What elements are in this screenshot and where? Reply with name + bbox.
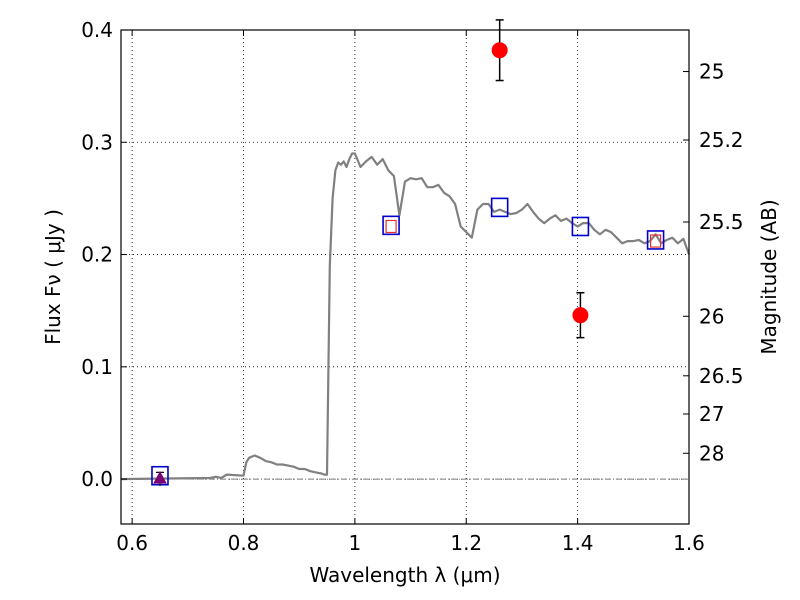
series-layer [120, 19, 691, 486]
y-tick-label: 0.3 [81, 130, 113, 154]
y2-tick-label: 25.5 [699, 210, 744, 234]
y2-axis-label: Magnitude (AB) [757, 199, 781, 354]
x-axis-label: Wavelength λ (μm) [309, 563, 500, 587]
model-photometry-inner-square [385, 219, 397, 234]
model-photometry-square [571, 216, 590, 237]
y2-tick-label: 25 [699, 60, 724, 84]
observed-point [572, 307, 589, 324]
y2-tick-label: 27 [699, 402, 724, 426]
axis-ticks: 0.6 0.8 1 1.2 1.4 1.6 0.0 0.1 0.2 0.3 0.4 25 25.2 25.… [81, 18, 743, 555]
y-tick-label: 0.1 [81, 355, 113, 379]
y-axis-label: Flux Fν ( μJy ) [41, 209, 65, 345]
plot-area-background [121, 30, 689, 524]
model-photometry-inner-square [649, 234, 662, 248]
upper-limit-triangle [153, 471, 167, 484]
y2-tick-label: 26.5 [699, 364, 744, 388]
y2-tick-label: 26 [699, 304, 724, 328]
y2-tick-label: 25.2 [699, 128, 744, 152]
x-tick-label: 1.6 [673, 531, 705, 555]
model-photometry-square [646, 230, 665, 250]
x-tick-label: 0.8 [228, 531, 260, 555]
model-photometry-square [382, 215, 400, 236]
x-tick-label: 0.6 [116, 531, 148, 555]
observed-point [491, 42, 508, 59]
sed-model-line [120, 152, 691, 481]
y-tick-label: 0.2 [81, 243, 113, 267]
x-tick-label: 1 [349, 531, 362, 555]
x-tick-label: 1.2 [450, 531, 482, 555]
model-photometry-square [490, 197, 509, 218]
y-tick-label: 0.0 [81, 467, 113, 491]
y2-tick-label: 28 [699, 441, 724, 465]
x-tick-label: 1.4 [562, 531, 594, 555]
y-tick-label: 0.4 [81, 18, 113, 42]
plot-frame [120, 29, 690, 525]
